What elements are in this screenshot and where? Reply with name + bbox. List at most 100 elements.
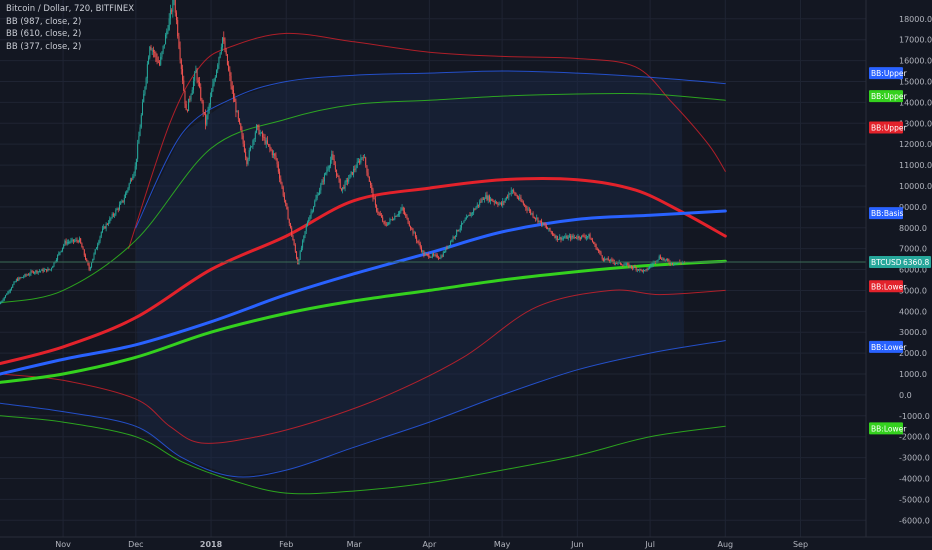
candle-312 bbox=[378, 211, 380, 216]
candle-261 bbox=[316, 191, 318, 201]
candle-body bbox=[180, 59, 182, 70]
candle-body bbox=[571, 235, 573, 239]
candle-217 bbox=[263, 133, 265, 141]
candle-body bbox=[135, 158, 137, 167]
candle-293 bbox=[355, 164, 357, 173]
candle-170 bbox=[206, 114, 208, 127]
candle-351 bbox=[425, 253, 427, 256]
candle-207 bbox=[251, 145, 253, 148]
candle-body bbox=[339, 179, 341, 189]
candle-336 bbox=[407, 217, 409, 225]
candle-63 bbox=[76, 237, 78, 243]
candle-37 bbox=[44, 268, 46, 270]
candle-210 bbox=[254, 130, 256, 143]
candle-158 bbox=[191, 87, 193, 95]
candle-272 bbox=[330, 156, 332, 169]
candle-487 bbox=[590, 237, 592, 241]
y-tick-label: 4000.0 bbox=[899, 307, 927, 316]
candle-479 bbox=[581, 235, 583, 240]
bb-987-lower-line bbox=[0, 289, 726, 444]
candle-body bbox=[667, 259, 669, 261]
tag-label: BB:Upper bbox=[871, 69, 907, 78]
candle-466 bbox=[565, 233, 567, 239]
candle-212 bbox=[257, 124, 259, 131]
candle-168 bbox=[203, 112, 205, 116]
candle-body bbox=[367, 172, 369, 177]
x-tick-label: Mar bbox=[347, 540, 363, 549]
time-axis[interactable]: Nov Dec 2018 Feb Mar Apr May Jun Jul Aug Sep bbox=[0, 536, 932, 549]
candle-516 bbox=[625, 262, 627, 267]
candle-492 bbox=[596, 247, 598, 251]
tag-label: BB:Basis bbox=[871, 209, 904, 218]
candle-body bbox=[612, 260, 614, 262]
candle-171 bbox=[207, 106, 209, 120]
candle-body bbox=[142, 102, 144, 115]
candle-body bbox=[393, 219, 395, 221]
candle-252 bbox=[305, 223, 307, 234]
candle-218 bbox=[264, 134, 266, 145]
candle-77 bbox=[93, 252, 95, 261]
candle-body bbox=[296, 251, 298, 259]
candle-body bbox=[293, 240, 295, 246]
candle-body bbox=[325, 173, 327, 175]
legend-bb-377[interactable]: BB (377, close, 2) bbox=[6, 41, 82, 52]
candle-152 bbox=[184, 90, 186, 109]
candle-body bbox=[585, 236, 587, 238]
candle-body bbox=[593, 241, 595, 244]
candle-body bbox=[374, 199, 376, 206]
candle-body bbox=[427, 254, 429, 255]
candle-505 bbox=[612, 258, 614, 265]
candle-body bbox=[344, 181, 346, 189]
candle-body bbox=[634, 266, 636, 268]
candle-13 bbox=[15, 278, 17, 283]
candle-223 bbox=[270, 147, 272, 152]
candle-111 bbox=[134, 162, 136, 177]
candle-39 bbox=[47, 266, 49, 272]
candle-body bbox=[311, 210, 313, 212]
candle-281 bbox=[340, 188, 342, 192]
candle-body bbox=[431, 254, 433, 257]
price-axis[interactable]: 18000.0 17000.0 16000.0 15000.0 14000.0 13000… bbox=[865, 0, 932, 537]
candle-body bbox=[156, 57, 158, 62]
legend-bb-610[interactable]: BB (610, close, 2) bbox=[6, 29, 82, 39]
candle-body bbox=[7, 291, 9, 295]
candle-body bbox=[17, 279, 19, 281]
candle-body bbox=[289, 223, 291, 228]
candle-body bbox=[547, 227, 549, 230]
candle-body bbox=[74, 240, 76, 242]
candle-body bbox=[133, 172, 135, 177]
candle-body bbox=[396, 215, 398, 217]
candle-87 bbox=[105, 222, 107, 232]
candle-body bbox=[492, 200, 494, 202]
x-tick-label: Sep bbox=[793, 540, 808, 549]
candle-body bbox=[379, 213, 381, 216]
candle-483 bbox=[585, 234, 587, 241]
candle-body bbox=[520, 197, 522, 201]
candle-body bbox=[494, 202, 496, 203]
candle-body bbox=[343, 187, 345, 189]
symbol-title[interactable]: Bitcoin / Dollar, 720, BITFINEX bbox=[6, 4, 135, 14]
candle-body bbox=[587, 236, 589, 238]
candle-body bbox=[146, 64, 148, 79]
candle-380 bbox=[461, 220, 463, 231]
axis-tags: BB:Upper BB:Upper BB:Upper BB:Basis BB:Lower… bbox=[869, 67, 931, 435]
candle-397 bbox=[481, 197, 483, 203]
candle-10 bbox=[12, 284, 14, 289]
candle-body bbox=[608, 260, 610, 262]
candle-124 bbox=[150, 44, 152, 51]
candle-body bbox=[385, 224, 387, 226]
candle-344 bbox=[417, 240, 419, 244]
candle-body bbox=[418, 242, 420, 244]
candle-531 bbox=[644, 269, 646, 272]
candle-546 bbox=[662, 256, 664, 261]
candle-537 bbox=[651, 262, 653, 268]
candle-178 bbox=[216, 69, 217, 78]
candle-191 bbox=[231, 81, 233, 94]
candle-339 bbox=[411, 226, 413, 231]
candle-body bbox=[537, 217, 539, 222]
legend-bb-987[interactable]: BB (987, close, 2) bbox=[6, 16, 82, 27]
candle-82 bbox=[99, 235, 101, 244]
candle-193 bbox=[234, 93, 236, 102]
candle-129 bbox=[156, 53, 158, 65]
